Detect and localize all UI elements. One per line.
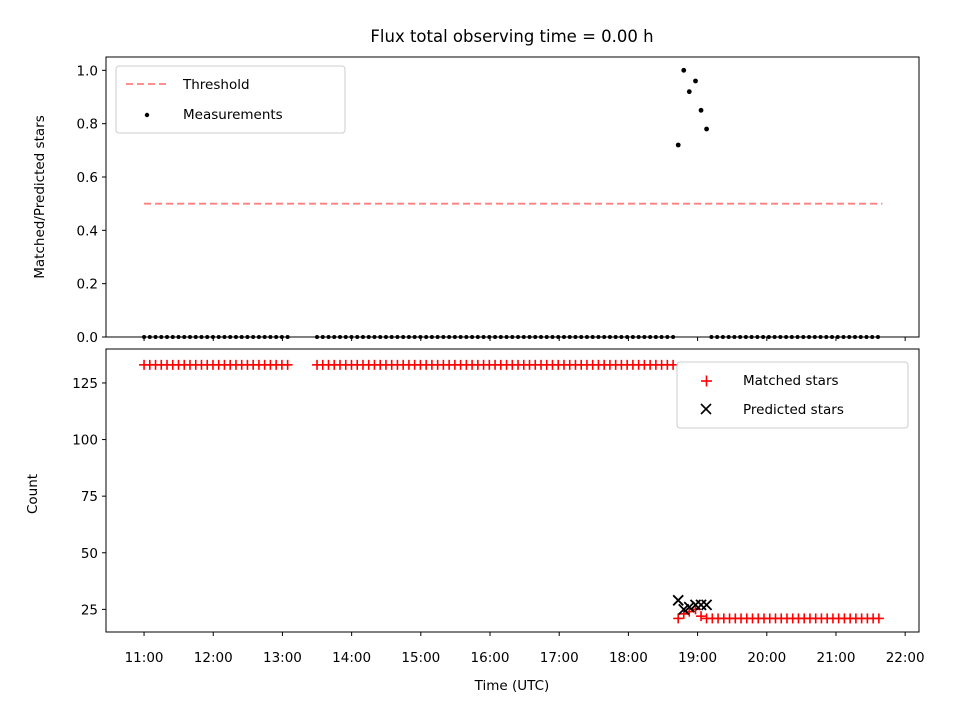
legend-measurements-swatch (144, 112, 150, 118)
x-tick-label: 20:00 (747, 650, 786, 666)
x-tick-label: 19:00 (678, 650, 717, 666)
top-panel: 0.0 0.2 0.4 0.6 0.8 1.0 Matched/Predicted sta… (32, 56, 920, 346)
top-ytick-label: 0.0 (77, 330, 98, 346)
matched-star-point (282, 359, 293, 370)
bottom-ytick-label: 75 (81, 489, 98, 505)
bottom-panel: 25 50 75 100 125 11:00 12:00 13:00 14:00 15:00 16… (25, 348, 925, 694)
bottom-ytick-label: 25 (81, 602, 98, 618)
x-tick-label: 11:00 (125, 650, 164, 666)
matched-star-point (696, 611, 707, 622)
legend-measurements-label: Measurements (183, 107, 283, 123)
bottom-legend-box (676, 361, 909, 429)
top-panel-frame (105, 56, 920, 338)
legend-predicted-swatch (700, 403, 712, 415)
top-ytick-label: 0.4 (77, 223, 98, 239)
legend-threshold-label: Threshold (182, 77, 250, 93)
chart-title: Flux total observing time = 0.00 h (370, 27, 653, 46)
x-tick-label: 21:00 (817, 650, 856, 666)
measurement-point (686, 89, 692, 95)
x-tick-label: 22:00 (886, 650, 925, 666)
x-tick-label: 14:00 (332, 650, 371, 666)
legend-predicted-label: Predicted stars (743, 402, 844, 418)
top-ytick-label: 1.0 (77, 63, 98, 79)
bottom-ytick-label: 100 (72, 433, 98, 449)
x-tick-label: 17:00 (540, 650, 579, 666)
measurement-point (698, 107, 704, 113)
matched-star-point (673, 613, 684, 624)
x-tick-label: 13:00 (263, 650, 302, 666)
top-ytick-label: 0.8 (77, 117, 98, 133)
x-axis-label: Time (UTC) (474, 678, 550, 694)
x-tick-label: 12:00 (194, 650, 233, 666)
predicted-star-point (683, 601, 695, 613)
bottom-panel-frame (105, 348, 920, 633)
bottom-ylabel: Count (25, 474, 41, 514)
x-tick-label: 15:00 (401, 650, 440, 666)
bottom-ytick-label: 125 (72, 376, 98, 392)
measurement-point (675, 142, 681, 148)
measurement-point (704, 126, 709, 132)
matched-star-point (873, 613, 884, 624)
top-legend: Threshold Measurements (115, 65, 346, 134)
measurement-point (681, 67, 687, 73)
bottom-ytick-label: 50 (81, 546, 98, 562)
legend-matched-label: Matched stars (743, 373, 839, 389)
predicted-star-point (672, 594, 684, 606)
top-legend-box (115, 65, 346, 134)
bottom-legend: Matched stars Predicted stars (676, 361, 909, 429)
x-tick-label: 18:00 (609, 650, 648, 666)
top-ytick-label: 0.6 (77, 170, 98, 186)
top-ytick-label: 0.2 (77, 277, 98, 293)
measurement-point (693, 78, 698, 84)
legend-matched-swatch (701, 375, 712, 387)
predicted-star-point (695, 599, 707, 611)
matched-star-point (668, 359, 679, 370)
predicted-star-point (700, 599, 713, 611)
x-tick-label: 16:00 (471, 650, 510, 666)
top-ylabel: Matched/Predicted stars (32, 115, 48, 278)
